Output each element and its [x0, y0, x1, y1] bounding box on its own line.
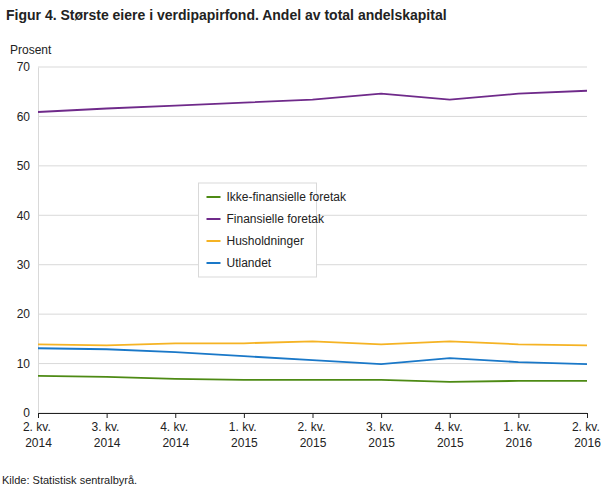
legend-label: Utlandet: [227, 256, 272, 270]
plot: 0 10 20 30 40 50 60 70 2. kv. 2014 3. kv. 2014 4. …: [17, 60, 603, 449]
x-tick-mark: [518, 413, 519, 418]
y-tick: 50: [17, 159, 38, 173]
x-tick-label: 2. kv. 2014: [23, 420, 54, 450]
y-tick: 30: [17, 258, 38, 272]
y-tick-label: 20: [17, 307, 31, 321]
series-lines: [38, 91, 587, 382]
legend-item: Finansielle foretak: [207, 212, 325, 226]
y-tick: 40: [17, 209, 38, 223]
y-tick-label: 0: [23, 406, 30, 420]
legend-swatch: [207, 262, 221, 264]
y-tick: 60: [17, 110, 38, 124]
y-axis: 0 10 20 30 40 50 60 70: [17, 60, 39, 420]
source: Kilde: Statistisk sentralbyrå.: [2, 474, 137, 486]
legend-swatch: [207, 240, 221, 242]
y-tick: 20: [17, 307, 38, 321]
x-tick: 4. kv. 2015: [435, 413, 466, 450]
legend-item: Utlandet: [207, 256, 272, 270]
grid-line: [38, 67, 587, 68]
x-tick: 2. kv. 2016: [572, 413, 603, 450]
grid-line: [38, 363, 587, 364]
x-tick-label: 3. kv. 2015: [366, 420, 397, 450]
series-line: [38, 348, 587, 364]
x-tick-label: 4. kv. 2014: [160, 420, 191, 450]
series-line: [38, 341, 587, 345]
x-tick: 2. kv. 2014: [23, 413, 54, 450]
y-tick-label: 60: [17, 110, 31, 124]
x-tick-label: 4. kv. 2015: [435, 420, 466, 450]
x-tick-label: 3. kv. 2014: [92, 420, 123, 450]
x-tick: 1. kv. 2015: [229, 413, 260, 450]
x-tick-label: 1. kv. 2016: [503, 420, 534, 450]
x-tick-mark: [175, 413, 176, 418]
y-axis-line: [38, 68, 39, 414]
x-tick-label: 2. kv. 2016: [572, 420, 603, 450]
y-tick-label: 30: [17, 258, 31, 272]
x-tick-mark: [450, 413, 451, 418]
x-tick-mark: [313, 413, 314, 418]
y-tick-label: 10: [17, 357, 31, 371]
title: Figur 4. Største eiere i verdipapirfond.…: [6, 7, 447, 23]
x-tick: 2. kv. 2015: [297, 413, 328, 450]
y-tick: 70: [17, 60, 38, 74]
x-tick-mark: [381, 413, 382, 418]
x-axis: 2. kv. 2014 3. kv. 2014 4. kv. 2014 1. kv. …: [23, 413, 603, 450]
legend-label: Husholdninger: [227, 234, 304, 248]
x-tick: 1. kv. 2016: [503, 413, 534, 450]
series-line: [38, 376, 587, 382]
y-tick: 10: [17, 357, 38, 371]
x-tick-mark: [107, 413, 108, 418]
series-line: [38, 91, 587, 112]
legend-swatch: [207, 218, 221, 220]
grid: [38, 67, 587, 413]
legend-label: Ikke-finansielle foretak: [227, 190, 347, 204]
y-tick-label: 70: [17, 60, 31, 74]
grid-line: [38, 314, 587, 315]
legend-item: Husholdninger: [207, 234, 304, 248]
x-tick-mark: [587, 413, 588, 418]
x-tick: 3. kv. 2014: [92, 413, 123, 450]
grid-line: [38, 165, 587, 166]
y-tick-label: 40: [17, 209, 31, 223]
legend-item: Ikke-finansielle foretak: [207, 190, 347, 204]
y-tick-label: 50: [17, 159, 31, 173]
x-tick-label: 1. kv. 2015: [229, 420, 260, 450]
x-tick: 3. kv. 2015: [366, 413, 397, 450]
y-tick: 0: [23, 406, 38, 420]
x-axis-line: [39, 414, 588, 419]
x-tick-mark: [244, 413, 245, 418]
grid-line: [38, 116, 587, 117]
x-tick: 4. kv. 2014: [160, 413, 191, 450]
x-tick-mark: [38, 413, 39, 418]
x-tick-label: 2. kv. 2015: [297, 420, 328, 450]
chart: Figur 4. Største eiere i verdipapirfond.…: [0, 0, 609, 489]
legend: Ikke-finansielle foretak Finansielle fore…: [199, 183, 347, 277]
legend-label: Finansielle foretak: [227, 212, 325, 226]
y-axis-title: Prosent: [10, 43, 52, 57]
legend-swatch: [207, 196, 221, 198]
